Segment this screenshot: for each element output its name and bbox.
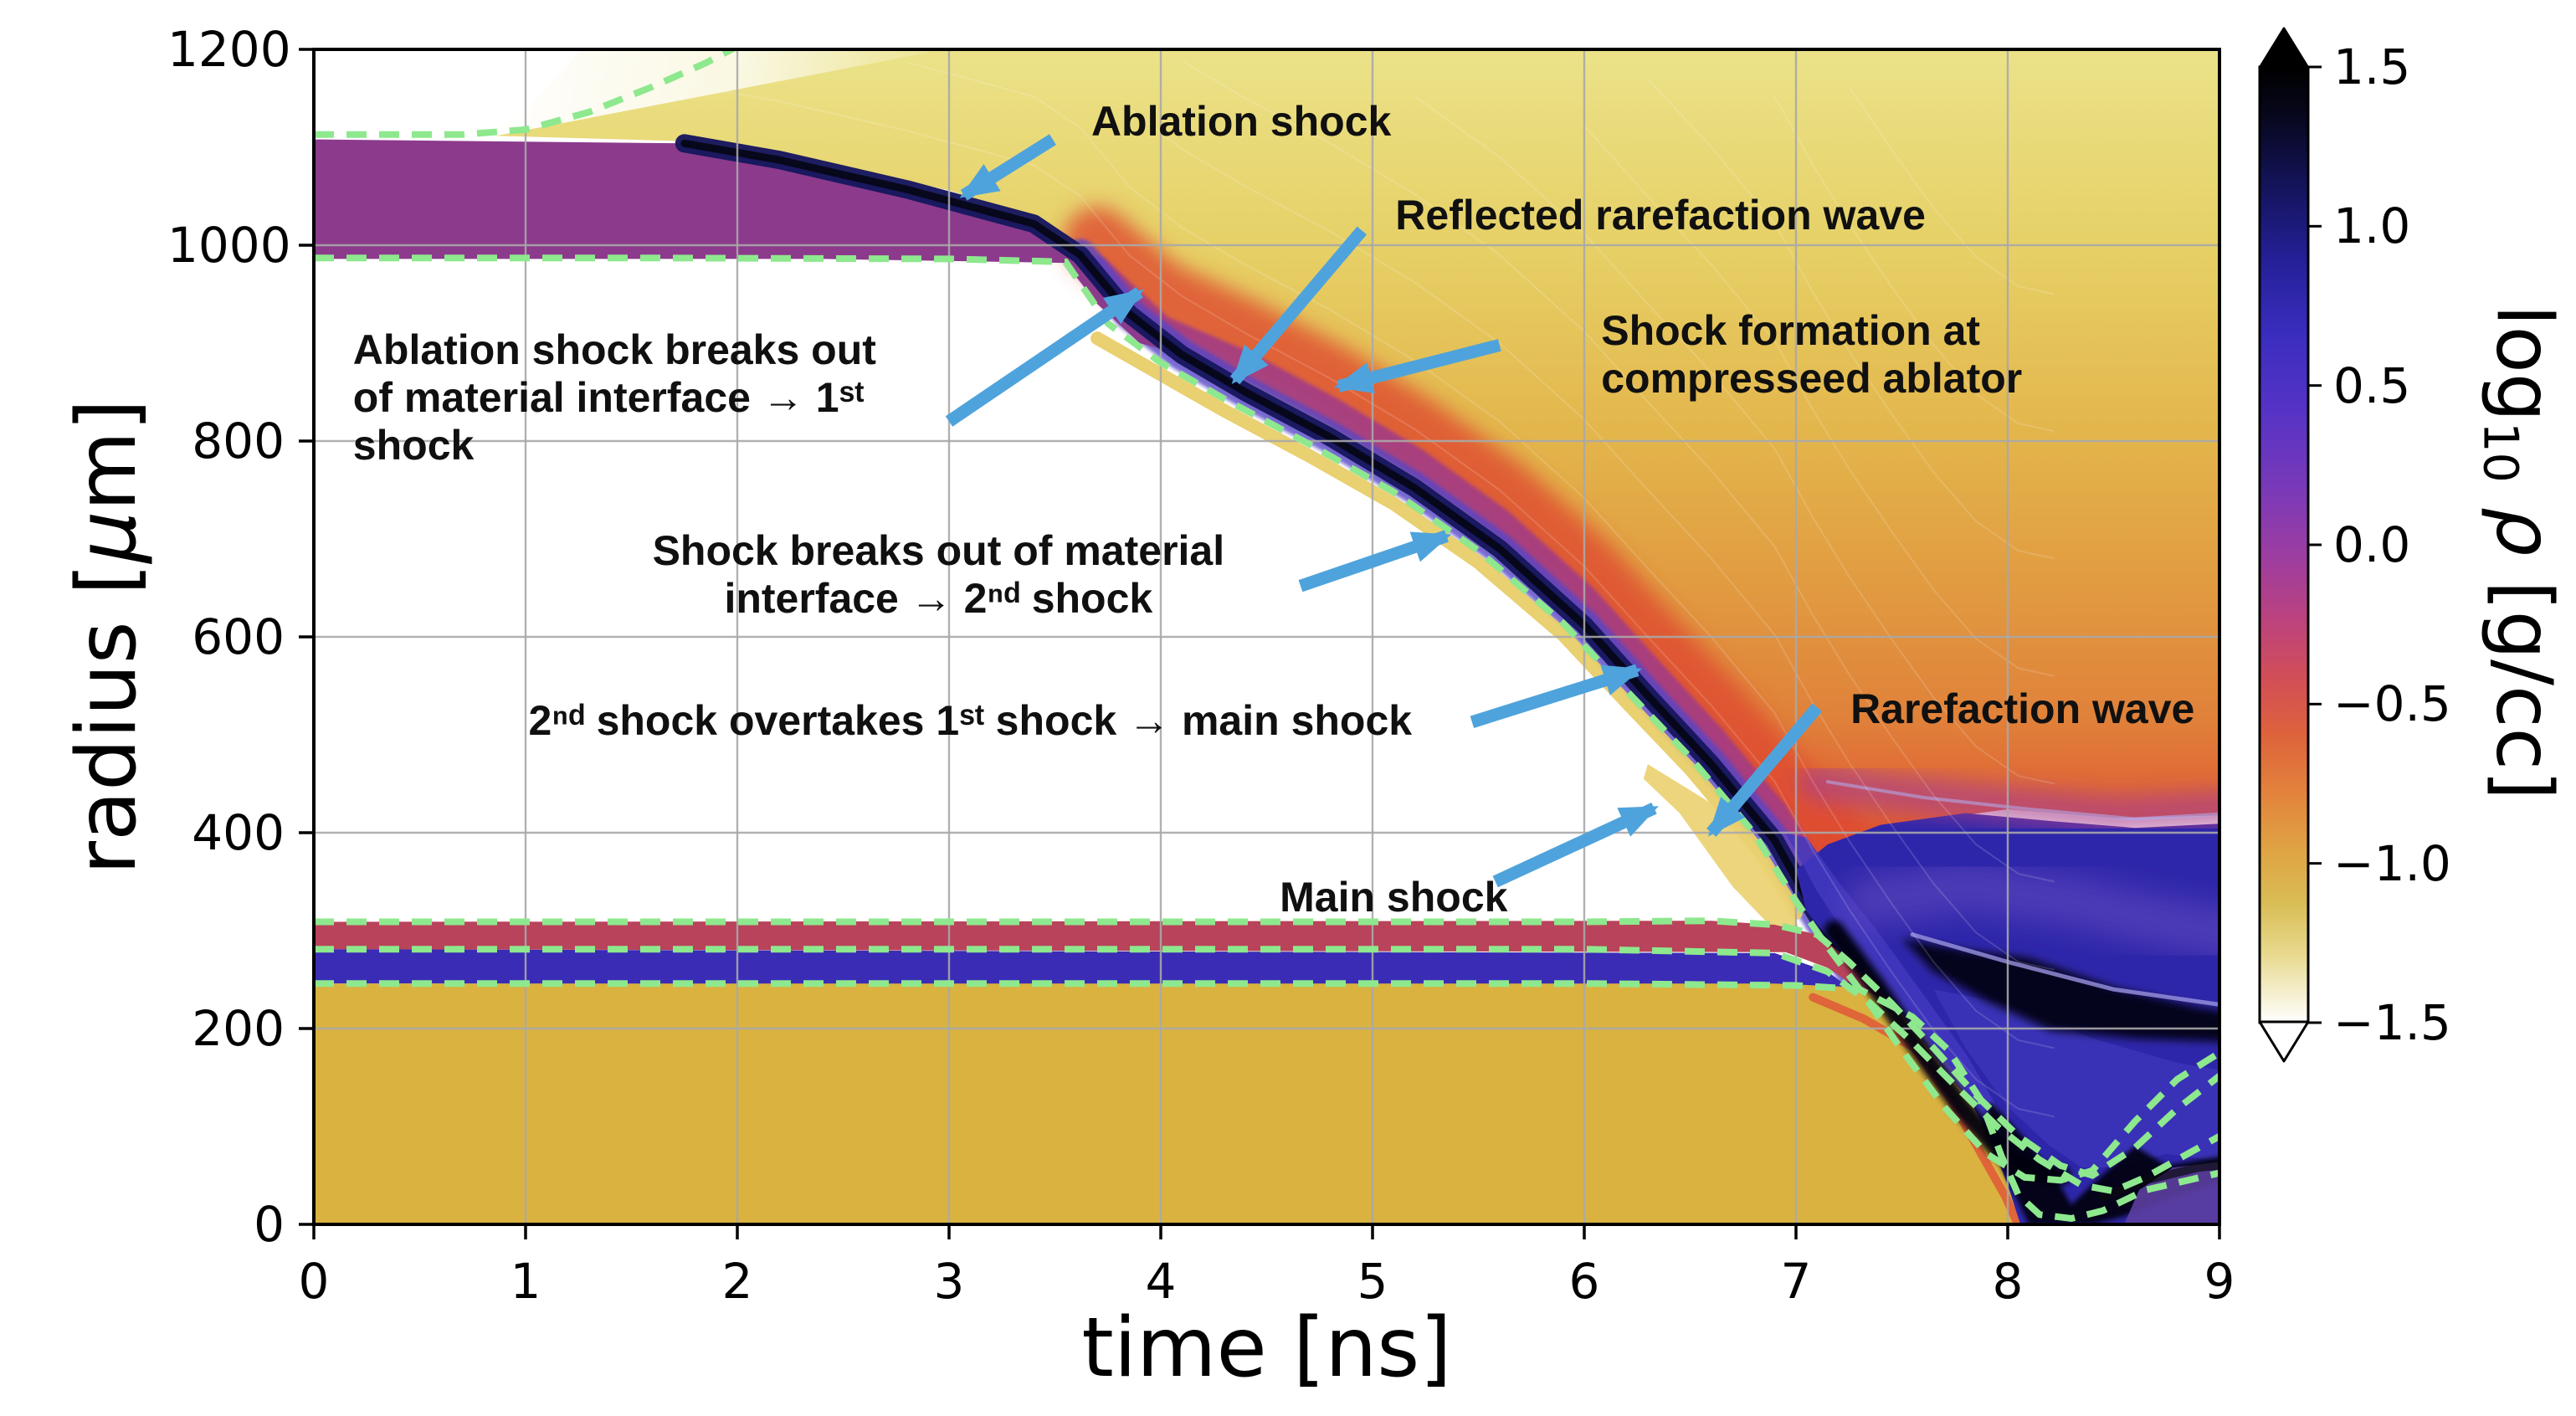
layer-magenta-band <box>1084 256 1831 894</box>
colorbar-label-units: [g/cc] <box>2479 556 2569 801</box>
layer-corona-white-fade <box>487 49 946 138</box>
colorbar-extend-down <box>2258 1020 2310 1063</box>
x-tick-label-7: 7 <box>1780 1253 1812 1310</box>
contour-line-2 <box>1128 107 2055 971</box>
annotation-second-shock: Shock breaks out of material interface → … <box>653 527 1225 623</box>
layer-yellow-fringe <box>1090 331 1803 920</box>
annotation-rarefaction-wave-line-1: Rarefaction wave <box>1850 685 2195 733</box>
plot-area <box>314 49 2219 1224</box>
annotation-arrow-main-shock <box>1492 802 1659 888</box>
contour-line-7 <box>1773 95 2055 433</box>
colorbar-tick-label-4: −0.5 <box>2333 675 2451 733</box>
annotation-main-shock: Main shock <box>1280 874 1507 921</box>
annotation-arrow-shock-formation <box>1333 339 1501 393</box>
contour-line-8 <box>1848 85 2055 295</box>
layer-indigo-v <box>1933 989 2219 1168</box>
annotation-first-shock-line-2: of material interface → 1ˢᵗ <box>352 373 865 421</box>
layer-lavender-streak-1 <box>1910 932 2219 1007</box>
colorbar-body <box>2258 65 2310 1024</box>
contour-line-5 <box>1583 125 2055 677</box>
y-tick-label-1000: 1000 <box>167 217 291 274</box>
y-tick-label-400: 400 <box>192 804 285 861</box>
y-tick-label-600: 600 <box>192 608 285 665</box>
layer-black-swath <box>1901 938 2219 1042</box>
colorbar-extend-up <box>2258 27 2310 69</box>
colorbar-tick-label-1: 1.0 <box>2333 198 2411 255</box>
x-tick-label-3: 3 <box>933 1253 965 1310</box>
annotation-arrow-first-shock <box>945 286 1144 427</box>
annotation-shock-formation: Shock formation at compresseed ablator <box>1601 307 2022 403</box>
annotation-ablation-shock-line-1: Ablation shock <box>1090 98 1392 146</box>
annotation-arrow-reflected-rarefaction <box>1229 226 1368 385</box>
y-axis-label: radius [μm] <box>59 399 155 875</box>
layer-blowoff-fan <box>487 49 2219 887</box>
y-tick-label-1200: 1200 <box>167 21 291 78</box>
layer-rarefaction-notch <box>1643 764 1807 951</box>
colorbar-tick-label-6: −1.5 <box>2333 994 2451 1051</box>
colorbar-tick-label-3: 0.0 <box>2333 516 2411 573</box>
x-tick-label-8: 8 <box>1992 1253 2024 1310</box>
layer-violet-zone <box>1845 861 2219 958</box>
colorbar-tick-label-2: 0.5 <box>2333 357 2411 414</box>
annotation-shock-formation-line-1: Shock formation at <box>1601 307 1981 355</box>
annotation-arrow-ablation-shock <box>959 134 1056 201</box>
annotation-shock-formation-line-2: compresseed ablator <box>1601 355 2023 403</box>
x-tick-label-5: 5 <box>1357 1253 1388 1310</box>
annotation-rarefaction-wave: Rarefaction wave <box>1850 685 2194 733</box>
colorbar-tick-label-0: 1.5 <box>2333 38 2411 95</box>
y-tick-label-200: 200 <box>192 1000 285 1057</box>
interface-ablator-inner <box>314 254 2219 1184</box>
layer-fuel-gold <box>314 983 2021 1224</box>
colorbar-label-space <box>2480 483 2569 507</box>
y-tick-label-0: 0 <box>254 1196 285 1253</box>
layer-indigo-layer <box>314 949 1927 1059</box>
annotation-main-shock-formation: 2ⁿᵈ shock overtakes 1ˢᵗ shock → main sho… <box>529 697 1413 745</box>
contour-line-6 <box>1647 78 2055 560</box>
annotation-arrow-rarefaction-wave <box>1706 703 1823 837</box>
x-tick-label-6: 6 <box>1568 1253 1600 1310</box>
x-tick-label-0: 0 <box>298 1253 330 1310</box>
y-tick-label-800: 800 <box>192 413 285 469</box>
colorbar-label-log: log <box>2479 304 2569 423</box>
colorbar-tick-label-5: −1.0 <box>2333 834 2451 892</box>
x-tick-label-2: 2 <box>721 1253 753 1310</box>
annotation-first-shock-line-1: Ablation shock breaks out <box>352 326 876 373</box>
interface-layer-281 <box>314 946 2219 1195</box>
annotation-main-shock-line-1: Main shock <box>1280 873 1508 921</box>
colorbar-label-10: 10 <box>2472 422 2528 483</box>
layer-crimson-layer <box>314 921 1891 1003</box>
interface-blowoff-outer <box>314 49 739 138</box>
annotation-second-shock-line-2: interface → 2ⁿᵈ shock <box>724 574 1153 622</box>
layer-lavender-streak-2 <box>1825 780 2219 821</box>
interface-layer-246 <box>314 980 2219 1223</box>
annotation-reflected-rarefaction-line-1: Reflected rarefaction wave <box>1395 192 1926 239</box>
layer-ablator-shell <box>314 139 1183 355</box>
colorbar-label-rho: ρ <box>2479 507 2569 557</box>
colorbar-label: log10 ρ [g/cc] <box>2473 304 2569 801</box>
x-tick-label-9: 9 <box>2204 1253 2235 1310</box>
annotation-first-shock: Ablation shock breaks out of material int… <box>353 326 876 469</box>
annotation-first-shock-line-3: shock <box>352 421 475 469</box>
contour-line-1 <box>906 61 2055 1049</box>
y-axis-label-text-1: radius [ <box>59 562 155 875</box>
x-axis-label-text: time [ns] <box>1081 1301 1452 1396</box>
y-axis-label-text-2: m] <box>59 398 155 511</box>
annotation-main-shock-formation-line-1: 2ⁿᵈ shock overtakes 1ˢᵗ shock → main sho… <box>528 697 1413 745</box>
annotation-second-shock-line-1: Shock breaks out of material <box>652 526 1225 574</box>
annotation-ablation-shock: Ablation shock <box>1091 98 1391 146</box>
y-axis-label-mu: μ <box>59 510 155 563</box>
annotation-arrow-second-shock <box>1298 530 1452 593</box>
annotation-arrow-main-shock-formation <box>1470 664 1642 728</box>
x-axis-label: time [ns] <box>1081 1301 1451 1396</box>
annotation-reflected-rarefaction: Reflected rarefaction wave <box>1395 192 1926 239</box>
x-tick-label-4: 4 <box>1145 1253 1177 1310</box>
layer-red-front-halo <box>1064 207 1861 862</box>
x-tick-label-1: 1 <box>510 1253 541 1310</box>
contour-line-0 <box>684 84 2055 1118</box>
